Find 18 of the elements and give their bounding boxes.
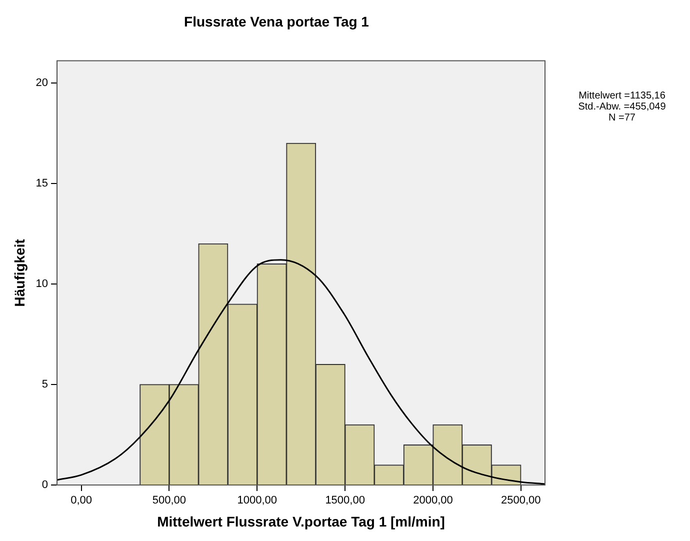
- y-tick-label: 0: [42, 479, 48, 492]
- chart-title: Flussrate Vena portae Tag 1: [184, 13, 370, 30]
- x-tick-label: 0,00: [70, 494, 92, 507]
- x-tick-label: 2500,00: [501, 494, 541, 507]
- y-axis-title: Häufigkeit: [11, 238, 28, 307]
- y-tick-label: 5: [42, 378, 48, 391]
- x-tick-label: 500,00: [152, 494, 186, 507]
- x-tick-label: 1000,00: [237, 494, 278, 507]
- y-tick-label: 10: [36, 278, 48, 290]
- x-tick-label: 1500,00: [325, 494, 365, 507]
- y-tick-label: 15: [36, 177, 48, 190]
- text: Mittelwert =1135,16: [578, 90, 666, 102]
- y-tick-label: 20: [36, 76, 48, 89]
- text: Std.-Abw. =455,049: [578, 102, 666, 113]
- text: N =77: [608, 112, 636, 124]
- x-tick-label: 2000,00: [413, 494, 453, 507]
- x-axis-title: Mittelwert Flussrate V.portae Tag 1 [ml/min]: [157, 513, 445, 530]
- line-series: [57, 259, 545, 485]
